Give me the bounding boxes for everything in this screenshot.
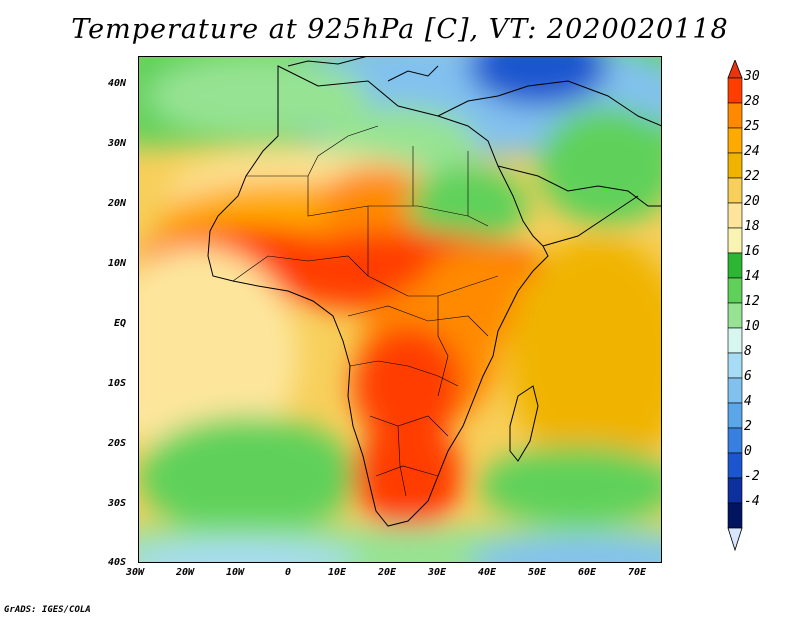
colorbar-label: -4 xyxy=(744,494,760,509)
colorbar-swatch xyxy=(727,352,743,379)
colorbar-top-arrow xyxy=(727,58,743,79)
temperature-field xyxy=(138,56,662,563)
colorbar-label: 10 xyxy=(744,319,760,334)
colorbar-label: 25 xyxy=(744,119,760,134)
colorbar-swatch xyxy=(727,427,743,454)
colorbar-label: 2 xyxy=(744,419,752,434)
y-tick-eq: EQ xyxy=(114,318,127,329)
colorbar-swatch xyxy=(727,327,743,354)
x-tick-30w: 30W xyxy=(126,567,145,578)
y-tick-40s: 40S xyxy=(108,557,127,568)
colorbar-label: 8 xyxy=(744,344,752,359)
colorbar-swatch xyxy=(727,477,743,504)
coastlines xyxy=(207,55,663,527)
y-tick-10s: 10S xyxy=(108,378,127,389)
colorbar-label: 12 xyxy=(744,294,760,309)
map-frame xyxy=(138,56,662,563)
colorbar-swatch xyxy=(727,302,743,329)
x-tick-40e: 40E xyxy=(478,567,497,578)
temperature-map xyxy=(138,55,663,563)
y-tick-20n: 20N xyxy=(108,198,127,209)
colorbar-label: 18 xyxy=(744,219,760,234)
x-tick-20e: 20E xyxy=(378,567,397,578)
country-borders xyxy=(232,125,499,497)
colorbar-swatch xyxy=(727,502,743,529)
map-title: Temperature at 925hPa [C], VT: 202002011… xyxy=(71,14,729,45)
x-tick-60e: 60E xyxy=(578,567,597,578)
colorbar-label: 6 xyxy=(744,369,752,384)
colorbar xyxy=(718,58,778,560)
colorbar-swatch xyxy=(727,452,743,479)
colorbar-label: -2 xyxy=(744,469,760,484)
colorbar-swatch xyxy=(727,277,743,304)
colorbar-label: 16 xyxy=(744,244,760,259)
colorbar-label: 30 xyxy=(744,69,760,84)
colorbar-label: 22 xyxy=(744,169,760,184)
colorbar-swatch xyxy=(727,152,743,179)
colorbar-label: 0 xyxy=(744,444,752,459)
colorbar-label: 4 xyxy=(744,394,752,409)
colorbar-swatch xyxy=(727,227,743,254)
x-tick-30e: 30E xyxy=(428,567,447,578)
x-tick-20w: 20W xyxy=(176,567,195,578)
colorbar-swatch xyxy=(727,77,743,104)
colorbar-bottom-arrow xyxy=(727,527,743,552)
y-tick-40n: 40N xyxy=(108,78,127,89)
colorbar-label: 28 xyxy=(744,94,760,109)
x-tick-70e: 70E xyxy=(628,567,647,578)
y-tick-30n: 30N xyxy=(108,138,127,149)
y-tick-10n: 10N xyxy=(108,258,127,269)
colorbar-swatch xyxy=(727,177,743,204)
y-tick-20s: 20S xyxy=(108,438,127,449)
colorbar-swatch xyxy=(727,102,743,129)
colorbar-swatch xyxy=(727,252,743,279)
y-tick-30s: 30S xyxy=(108,498,127,509)
x-tick-10w: 10W xyxy=(226,567,245,578)
colorbar-label: 24 xyxy=(744,144,760,159)
x-tick-50e: 50E xyxy=(528,567,547,578)
grads-credit: GrADS: IGES/COLA xyxy=(4,605,91,615)
colorbar-label: 20 xyxy=(744,194,760,209)
x-tick-10e: 10E xyxy=(328,567,347,578)
map-svg xyxy=(138,55,663,563)
colorbar-swatch xyxy=(727,202,743,229)
colorbar-label: 14 xyxy=(744,269,760,284)
x-tick-0: 0 xyxy=(285,567,292,578)
colorbar-swatch xyxy=(727,402,743,429)
colorbar-swatch xyxy=(727,377,743,404)
colorbar-swatch xyxy=(727,127,743,154)
colorbar-svg xyxy=(727,58,743,552)
